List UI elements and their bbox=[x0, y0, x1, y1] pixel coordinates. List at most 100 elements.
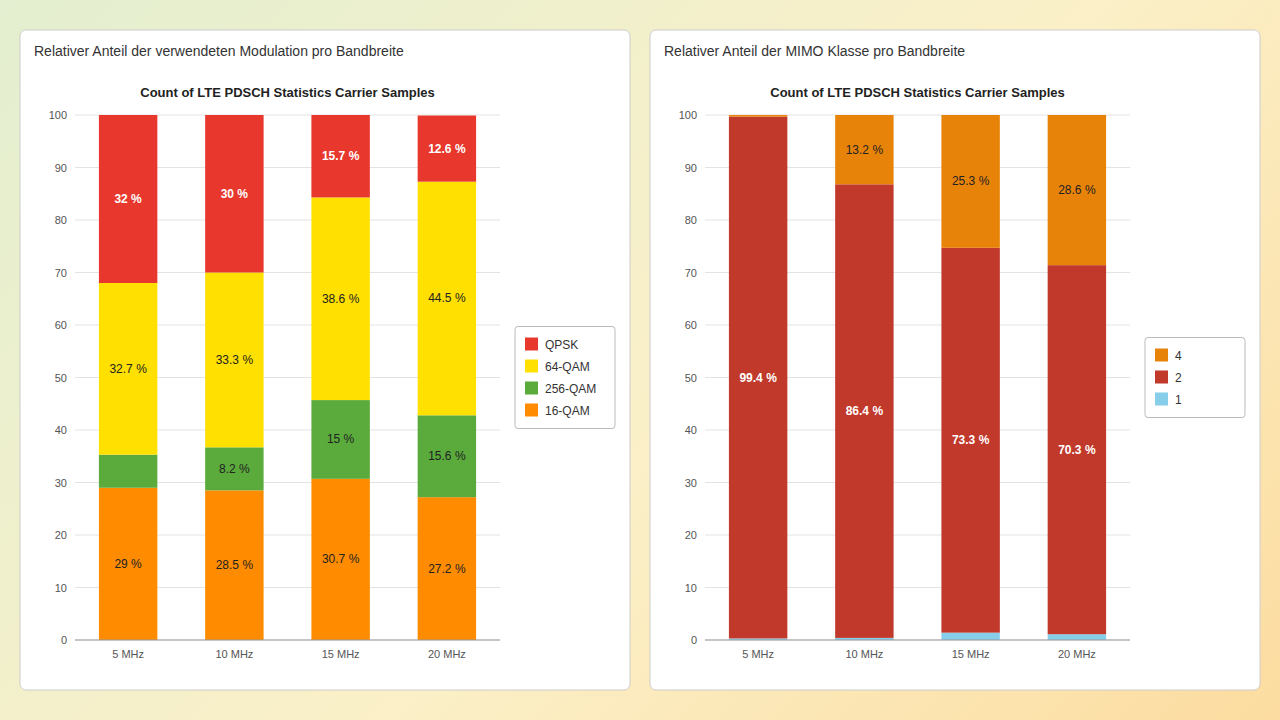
data-label: 15.7 % bbox=[322, 149, 360, 163]
legend-label: 4 bbox=[1175, 349, 1182, 363]
grid-line bbox=[705, 640, 1130, 641]
y-tick-label: 100 bbox=[49, 109, 67, 121]
legend-swatch bbox=[525, 338, 538, 351]
y-tick-label: 90 bbox=[55, 162, 67, 174]
legend-swatch bbox=[1155, 393, 1168, 406]
bar-segment bbox=[205, 447, 263, 490]
bar-segment bbox=[941, 633, 999, 640]
y-tick-label: 40 bbox=[685, 424, 697, 436]
legend: 4 2 1 bbox=[1145, 338, 1245, 418]
x-axis-line bbox=[705, 640, 1130, 641]
grid-line bbox=[75, 640, 500, 641]
panel-title: Relativer Anteil der verwendeten Modulat… bbox=[34, 43, 404, 59]
y-tick-label: 100 bbox=[679, 109, 697, 121]
panel-title: Relativer Anteil der MIMO Klasse pro Ban… bbox=[664, 43, 965, 59]
data-label: 30 % bbox=[221, 187, 249, 201]
legend-swatch bbox=[525, 382, 538, 395]
bar-segment bbox=[1048, 115, 1106, 265]
bar-segment bbox=[418, 182, 476, 416]
x-tick-label: 5 MHz bbox=[112, 648, 144, 660]
data-label: 73.3 % bbox=[952, 433, 990, 447]
data-label: 33.3 % bbox=[216, 353, 254, 367]
bar-segment bbox=[311, 400, 369, 479]
bar-segment bbox=[835, 184, 893, 638]
legend-box bbox=[1145, 338, 1245, 418]
legend-box bbox=[515, 327, 615, 429]
bars bbox=[729, 115, 1106, 640]
y-tick-label: 90 bbox=[685, 162, 697, 174]
legend-swatch bbox=[1155, 349, 1168, 362]
data-label: 32 % bbox=[114, 192, 142, 206]
panel: Relativer Anteil der verwendeten Modulat… bbox=[20, 30, 630, 690]
chart-title: Count of LTE PDSCH Statistics Carrier Sa… bbox=[140, 85, 435, 100]
bar-segment bbox=[941, 248, 999, 633]
y-tick-label: 30 bbox=[55, 477, 67, 489]
data-label: 13.2 % bbox=[846, 143, 884, 157]
data-label: 28.6 % bbox=[1058, 183, 1096, 197]
legend-label: QPSK bbox=[545, 338, 578, 352]
data-label: 70.3 % bbox=[1058, 443, 1096, 457]
data-label: 25.3 % bbox=[952, 174, 990, 188]
y-tick-label: 50 bbox=[685, 372, 697, 384]
data-label: 86.4 % bbox=[846, 404, 884, 418]
data-label: 15 % bbox=[327, 432, 355, 446]
bar-segment bbox=[1048, 265, 1106, 634]
data-label: 32.7 % bbox=[109, 362, 147, 376]
legend-swatch bbox=[525, 404, 538, 417]
y-tick-label: 40 bbox=[55, 424, 67, 436]
bar-segment bbox=[835, 115, 893, 184]
bar-segment bbox=[941, 115, 999, 248]
y-tick-label: 20 bbox=[685, 529, 697, 541]
y-tick-label: 20 bbox=[55, 529, 67, 541]
y-tick-label: 10 bbox=[55, 582, 67, 594]
legend: QPSK 64-QAM 256-QAM 16-QAM bbox=[515, 327, 615, 429]
bar-segment bbox=[99, 455, 157, 488]
data-label: 12.6 % bbox=[428, 142, 466, 156]
chart-canvas: Relativer Anteil der verwendeten Modulat… bbox=[0, 0, 1280, 720]
legend-label: 256-QAM bbox=[545, 382, 596, 396]
data-label: 27.2 % bbox=[428, 562, 466, 576]
legend-swatch bbox=[525, 360, 538, 373]
y-tick-label: 80 bbox=[685, 214, 697, 226]
bar-segment bbox=[729, 117, 787, 639]
bar-segment bbox=[729, 115, 787, 117]
data-label: 38.6 % bbox=[322, 292, 360, 306]
x-tick-label: 15 MHz bbox=[322, 648, 360, 660]
legend-label: 1 bbox=[1175, 393, 1182, 407]
data-label: 29 % bbox=[114, 557, 142, 571]
bars bbox=[99, 115, 476, 640]
panel-background bbox=[20, 30, 630, 690]
bar-segment bbox=[418, 116, 476, 182]
y-tick-label: 70 bbox=[55, 267, 67, 279]
x-tick-label: 5 MHz bbox=[742, 648, 774, 660]
bar-segment bbox=[311, 115, 369, 197]
bar-segment bbox=[99, 488, 157, 640]
x-axis-line bbox=[75, 640, 500, 641]
bar-segment bbox=[99, 283, 157, 455]
bar-segment bbox=[99, 115, 157, 283]
x-tick-label: 10 MHz bbox=[845, 648, 883, 660]
y-tick-label: 60 bbox=[685, 319, 697, 331]
panel: Relativer Anteil der MIMO Klasse pro Ban… bbox=[650, 30, 1260, 690]
x-tick-label: 15 MHz bbox=[952, 648, 990, 660]
y-tick-label: 30 bbox=[685, 477, 697, 489]
y-tick-label: 70 bbox=[685, 267, 697, 279]
panel-background bbox=[650, 30, 1260, 690]
y-tick-label: 0 bbox=[691, 634, 697, 646]
legend-label: 64-QAM bbox=[545, 360, 590, 374]
y-tick-label: 50 bbox=[55, 372, 67, 384]
bar-segment bbox=[205, 115, 263, 273]
legend-label: 2 bbox=[1175, 371, 1182, 385]
y-tick-label: 0 bbox=[61, 634, 67, 646]
data-label: 28.5 % bbox=[216, 558, 254, 572]
data-label: 8.2 % bbox=[219, 462, 250, 476]
x-tick-label: 10 MHz bbox=[215, 648, 253, 660]
y-tick-label: 60 bbox=[55, 319, 67, 331]
legend-label: 16-QAM bbox=[545, 404, 590, 418]
y-tick-label: 10 bbox=[685, 582, 697, 594]
chart-title: Count of LTE PDSCH Statistics Carrier Sa… bbox=[770, 85, 1065, 100]
bar-segment bbox=[1048, 634, 1106, 640]
bar-segment bbox=[311, 197, 369, 400]
bar-segment bbox=[205, 273, 263, 448]
x-tick-label: 20 MHz bbox=[1058, 648, 1096, 660]
